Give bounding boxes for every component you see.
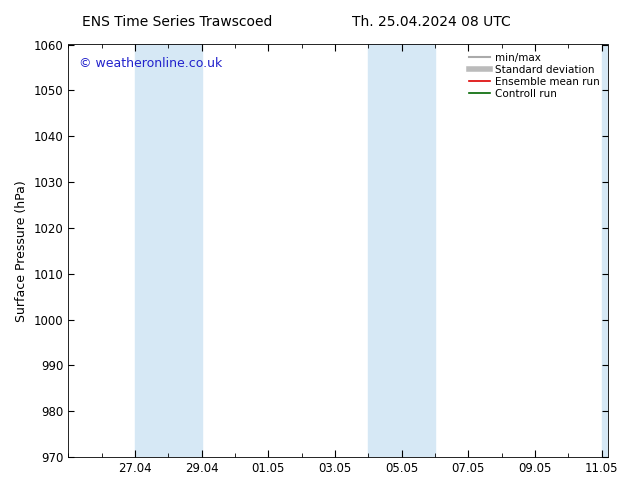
- Text: Th. 25.04.2024 08 UTC: Th. 25.04.2024 08 UTC: [352, 15, 510, 29]
- Y-axis label: Surface Pressure (hPa): Surface Pressure (hPa): [15, 180, 28, 322]
- Text: © weatheronline.co.uk: © weatheronline.co.uk: [79, 57, 223, 70]
- Bar: [368, 45, 401, 457]
- Bar: [401, 45, 435, 457]
- Legend: min/max, Standard deviation, Ensemble mean run, Controll run: min/max, Standard deviation, Ensemble me…: [466, 49, 603, 102]
- Bar: [602, 45, 608, 457]
- Text: ENS Time Series Trawscoed: ENS Time Series Trawscoed: [82, 15, 273, 29]
- Bar: [168, 45, 202, 457]
- Bar: [135, 45, 168, 457]
